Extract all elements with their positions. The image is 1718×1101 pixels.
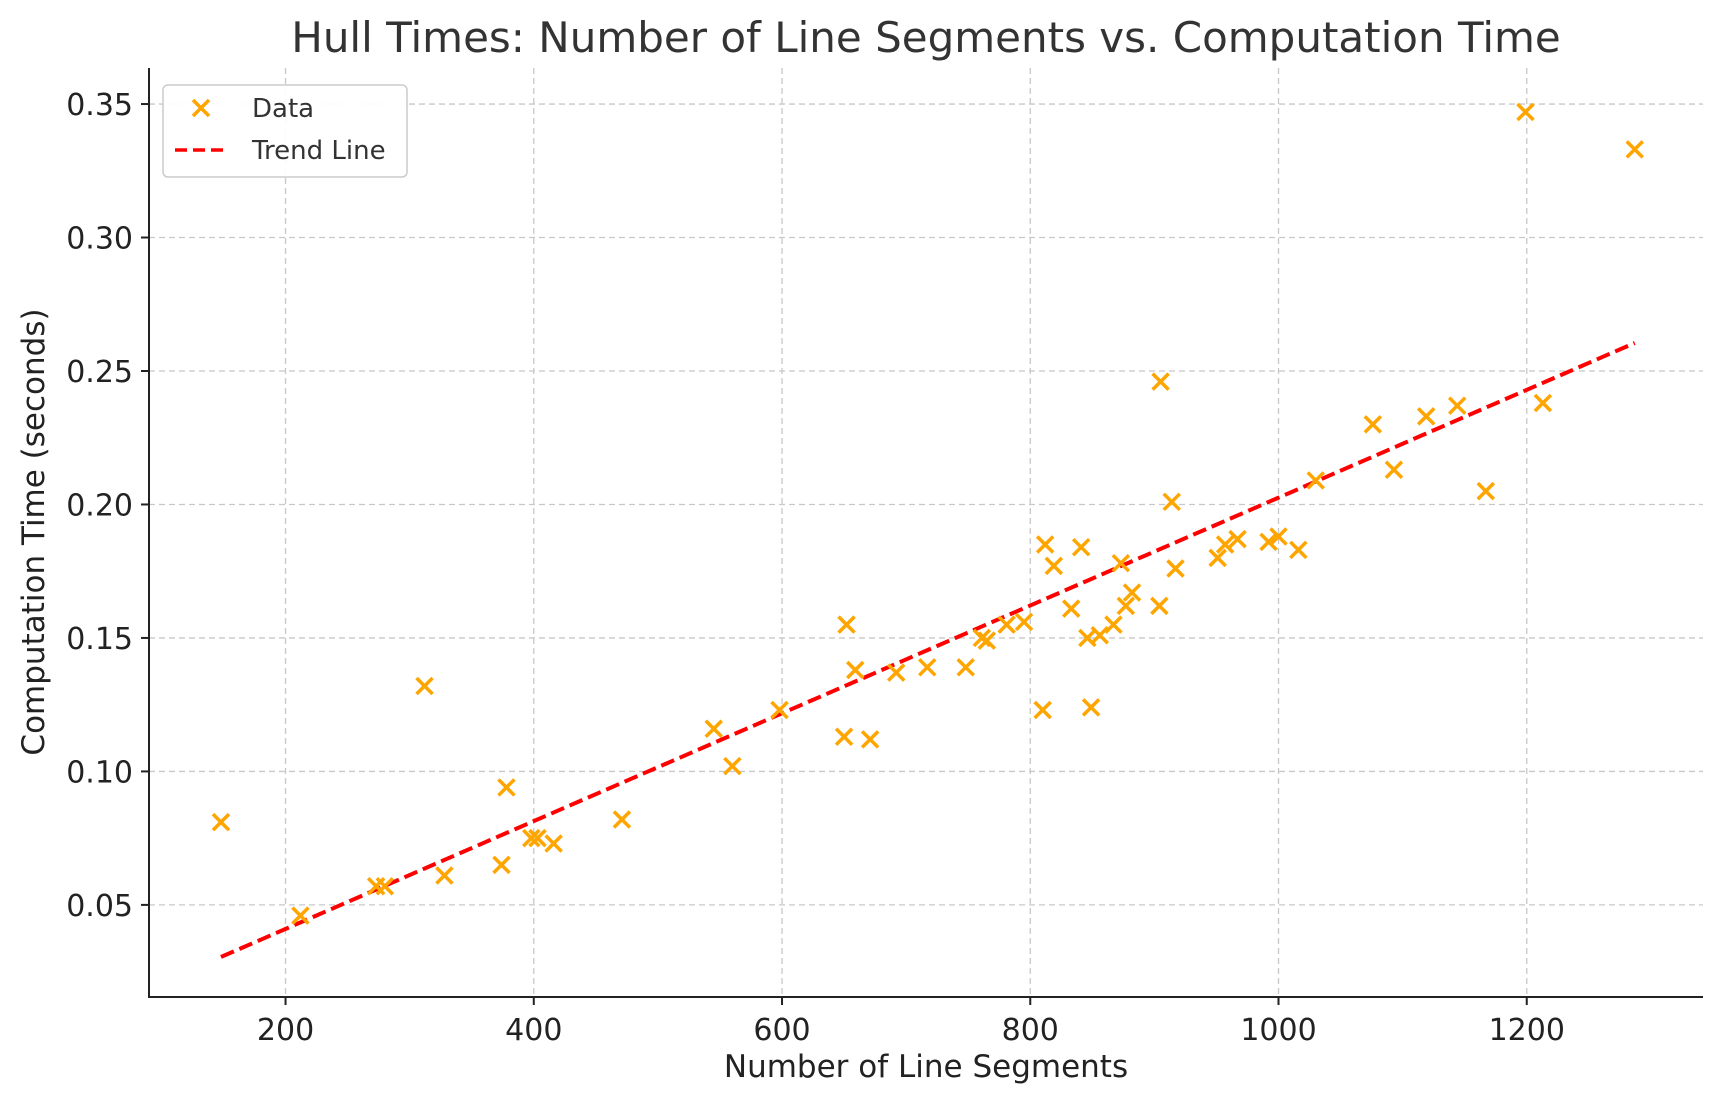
trend-line-layer <box>220 341 1636 959</box>
data-point <box>723 756 742 776</box>
data-point <box>1516 102 1535 122</box>
data-point <box>415 676 434 696</box>
data-point <box>1035 535 1055 554</box>
data-point <box>1044 556 1064 576</box>
data-point <box>291 906 310 925</box>
data-point <box>860 730 880 749</box>
data-point <box>1416 407 1436 426</box>
y-tick-label: 0.35 <box>66 88 133 123</box>
y-axis-label: Computation Time (seconds) <box>16 308 52 755</box>
data-point <box>1071 537 1091 557</box>
data-point <box>1090 626 1110 645</box>
data-point <box>1033 700 1052 720</box>
data-point <box>1306 471 1325 490</box>
data-point <box>770 700 789 720</box>
data-point <box>612 810 632 829</box>
data-point <box>1215 535 1235 554</box>
data-point <box>1448 396 1467 415</box>
y-tick-label: 0.20 <box>66 488 133 523</box>
data-point <box>1061 599 1081 618</box>
data-point <box>1116 596 1136 616</box>
axes <box>148 68 1703 998</box>
data-point <box>1476 481 1496 501</box>
data-point <box>997 615 1016 634</box>
grid <box>149 68 1703 997</box>
data-point <box>1111 553 1131 573</box>
data-point <box>704 719 723 738</box>
data-point <box>1122 583 1142 602</box>
data-point <box>1104 615 1123 634</box>
legend-label-data: Data <box>252 94 314 124</box>
data-point <box>1162 492 1181 512</box>
data-point <box>1166 559 1185 578</box>
x-tick-label: 600 <box>753 1013 810 1048</box>
x-tick-label: 1200 <box>1489 1013 1565 1048</box>
y-tick-label: 0.05 <box>66 889 133 924</box>
data-point <box>956 658 975 677</box>
x-tick-label: 400 <box>505 1013 562 1048</box>
x-axis-label: Number of Line Segments <box>724 1049 1128 1085</box>
data-point <box>1081 698 1101 717</box>
data-point <box>544 834 563 853</box>
data-point <box>435 866 454 885</box>
axis-spines <box>148 68 1703 998</box>
legend-box <box>162 84 408 178</box>
y-tick-label: 0.15 <box>66 622 133 657</box>
data-point <box>1150 596 1169 616</box>
data-point <box>1151 372 1170 391</box>
legend: Data Trend Line <box>162 84 408 178</box>
data-point <box>1259 532 1278 552</box>
data-point <box>1269 527 1288 546</box>
data-point <box>834 727 854 746</box>
data-point <box>211 812 231 832</box>
data-point <box>1208 548 1227 568</box>
data-point <box>1625 140 1644 159</box>
tick-labels: 200 400 600 800 1000 1200 0.05 0.10 0.15 0.20 0.25… <box>66 88 1565 1048</box>
x-tick-label: 800 <box>1002 1013 1059 1048</box>
data-point <box>497 778 516 797</box>
y-tick-label: 0.30 <box>66 222 133 257</box>
data-point <box>837 615 856 634</box>
data-point <box>522 828 541 848</box>
data-point <box>846 660 865 680</box>
data-point <box>1384 460 1404 480</box>
data-point <box>528 828 547 848</box>
data-point <box>1363 415 1383 434</box>
data-point <box>977 631 997 650</box>
data-point <box>492 855 511 875</box>
chart-title: Hull Times: Number of Line Segments vs. … <box>291 13 1561 62</box>
data-point <box>886 663 906 682</box>
data-point <box>1533 393 1553 413</box>
data-point <box>1228 529 1247 549</box>
trend-line <box>220 341 1636 959</box>
x-tick-label: 200 <box>257 1013 314 1048</box>
y-tick-label: 0.25 <box>66 355 133 390</box>
y-tick-label: 0.10 <box>66 755 133 790</box>
data-point <box>918 658 937 677</box>
data-point <box>1014 612 1034 632</box>
data-points-layer <box>211 102 1644 925</box>
data-point <box>1289 540 1308 560</box>
legend-marker-data <box>191 98 211 118</box>
data-point <box>375 876 395 896</box>
x-tick-label: 1000 <box>1240 1013 1316 1048</box>
data-point <box>366 876 386 896</box>
legend-label-trend: Trend Line <box>251 136 386 166</box>
